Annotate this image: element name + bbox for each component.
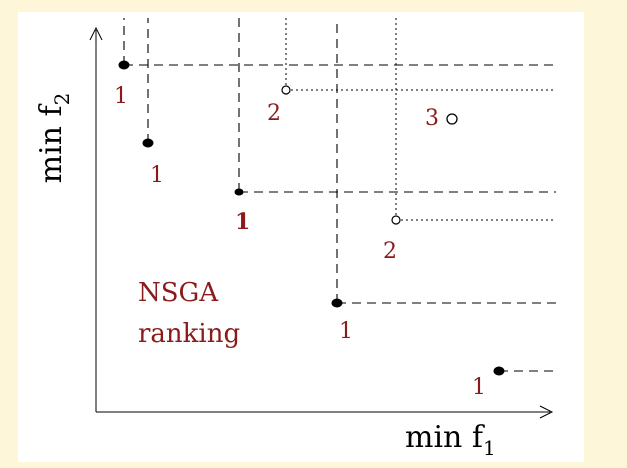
y-axis-arrowhead [89,26,103,41]
caption-title: NSGA [138,278,219,308]
rank-label-p8: 3 [425,106,439,131]
rank-label-p2: 1 [150,163,164,188]
caption-subtitle: ranking [138,319,241,349]
axes [89,26,554,419]
rank-label-p7: 2 [383,239,397,264]
point-p8 [446,113,458,125]
rank-label-p6: 2 [267,101,281,126]
point-p4 [331,298,343,308]
point-p5 [493,366,505,376]
diagram-panel [18,12,584,462]
rank-1-dominance-lines [123,18,556,372]
x-axis-label-subscript: 1 [483,436,496,460]
rank-label-p1: 1 [114,84,128,109]
x-axis-label-text: min f [405,420,484,455]
y-axis-label-subscript: 2 [50,92,74,106]
point-p7 [391,215,401,225]
x-axis-arrowhead [539,405,554,419]
rank-label-p5: 1 [472,375,486,400]
rank-label-p4: 1 [339,319,353,344]
point-p1 [118,60,130,70]
x-axis-label: min f1 [405,420,496,459]
point-p3 [234,188,244,196]
y-axis-label: min f2 [34,93,74,184]
y-axis-label-text: min f [34,105,69,184]
solution-points [118,60,505,376]
point-p6 [281,85,291,95]
rank-label-p3: 1 [235,209,251,235]
point-p2 [142,138,154,148]
rank-2-dominance-lines [285,18,556,221]
